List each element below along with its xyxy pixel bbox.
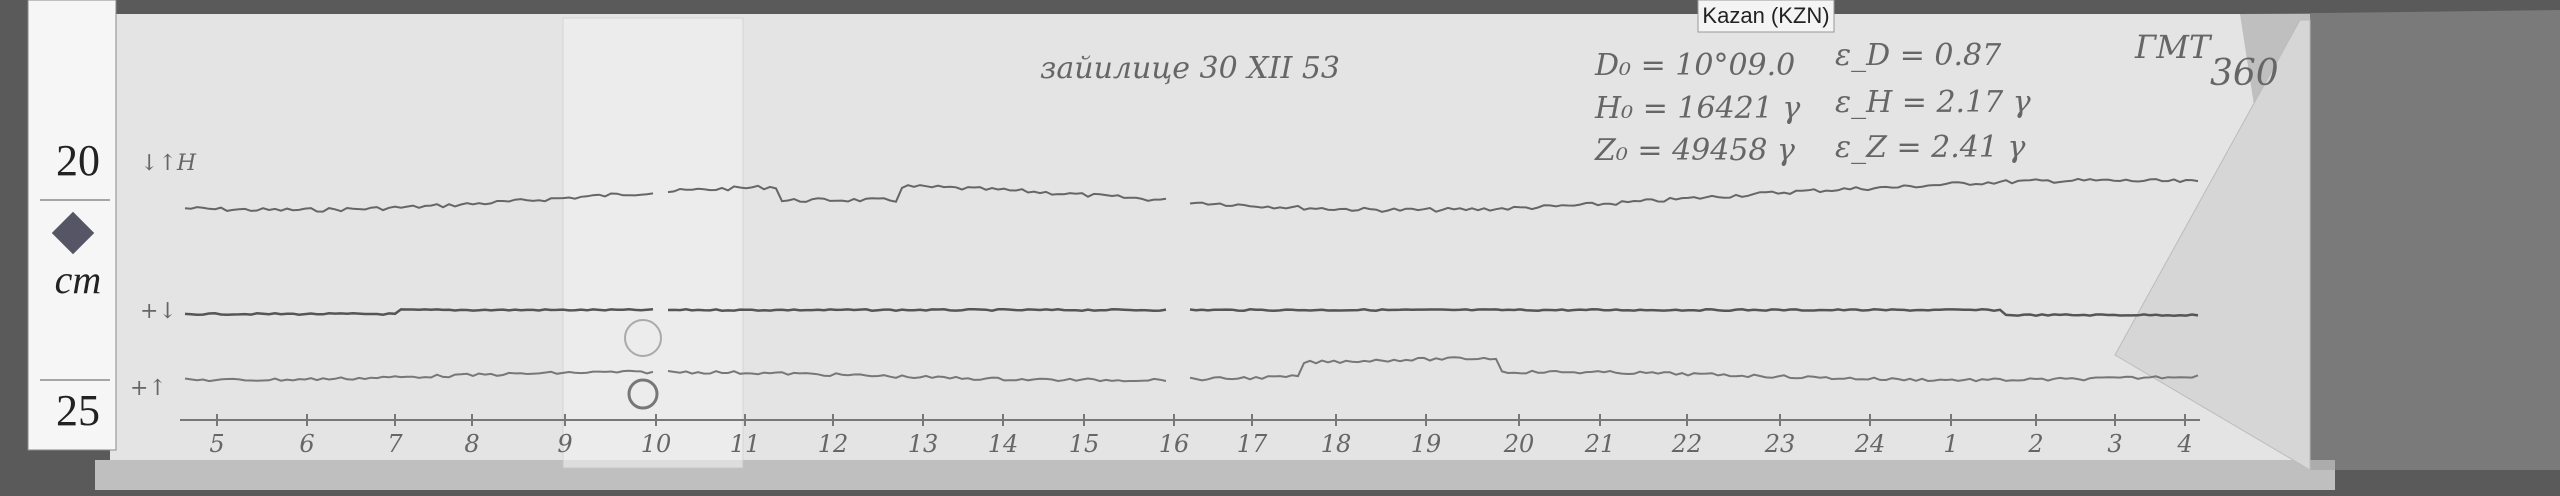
sheet-number: 360: [2210, 53, 2279, 94]
hour-label: 19: [1411, 430, 1442, 458]
traces: [184, 177, 2199, 383]
trace: [667, 370, 1167, 383]
ruler-hole: [627, 378, 659, 410]
ruler-mark: 25: [56, 386, 100, 435]
paper: [110, 14, 2310, 476]
glass-plate: [2240, 10, 2560, 470]
hour-label: 7: [387, 430, 403, 458]
ruler-mark: 20: [56, 136, 100, 185]
hour-label: 6: [299, 430, 314, 458]
ruler-hole: [624, 319, 662, 357]
hour-label: 20: [1503, 430, 1535, 458]
trace: [1189, 356, 2199, 383]
hour-label: 2: [2027, 430, 2043, 458]
trace: [184, 369, 654, 383]
scale-value: ε_Z = 2.41 γ: [1835, 130, 2025, 165]
trace-label: +↑: [130, 376, 167, 401]
baseline: H₀ = 16421 γ: [1594, 91, 1800, 126]
hour-label: 21: [1584, 430, 1616, 458]
baseline: Z₀ = 49458 γ: [1594, 133, 1795, 168]
hour-label: 17: [1237, 430, 1268, 458]
hour-label: 18: [1321, 430, 1352, 458]
hour-label: 9: [557, 430, 572, 458]
hour-label: 1: [1943, 430, 1958, 458]
hour-label: 14: [988, 430, 1019, 458]
station-label: Kazan (KZN): [1702, 3, 1829, 28]
triangle-ruler: [2114, 19, 2311, 471]
hour-label: 15: [1069, 430, 1100, 458]
trace: [1189, 308, 2199, 317]
hour-label: 5: [209, 430, 224, 458]
hour-label: 24: [1854, 430, 1886, 458]
caption: зайилице 30 XII 53: [1040, 51, 1340, 86]
trace-label: ↓↑H: [140, 151, 197, 176]
hour-label: 23: [1764, 430, 1796, 458]
trace: [667, 308, 1167, 312]
scale-value: ε_D = 0.87: [1835, 38, 2002, 73]
baseline: D₀ = 10°09.0: [1594, 48, 1795, 83]
hour-label: 16: [1159, 430, 1190, 458]
hour-label: 8: [464, 430, 479, 458]
trace: [184, 192, 654, 213]
time-system: ГМТ: [2134, 28, 2213, 66]
trace-label: +↓: [140, 299, 177, 324]
hour-label: 3: [2107, 430, 2122, 458]
hour-label: 13: [908, 430, 939, 458]
hour-label: 22: [1671, 430, 1703, 458]
transparent-ruler: [562, 17, 744, 469]
paper-edge: [95, 460, 2335, 490]
label-box: [1697, 0, 1835, 33]
hour-label: 12: [818, 430, 849, 458]
trace: [667, 184, 1167, 203]
hour-label: 11: [730, 430, 761, 458]
ruler-mark: cm: [55, 257, 102, 302]
scale-value: ε_H = 2.17 γ: [1835, 85, 2031, 120]
logo: [51, 211, 95, 255]
trace: [1189, 177, 2199, 213]
hour-label: 10: [641, 430, 672, 458]
hour-label: 4: [2176, 430, 2192, 458]
trace: [184, 308, 654, 316]
